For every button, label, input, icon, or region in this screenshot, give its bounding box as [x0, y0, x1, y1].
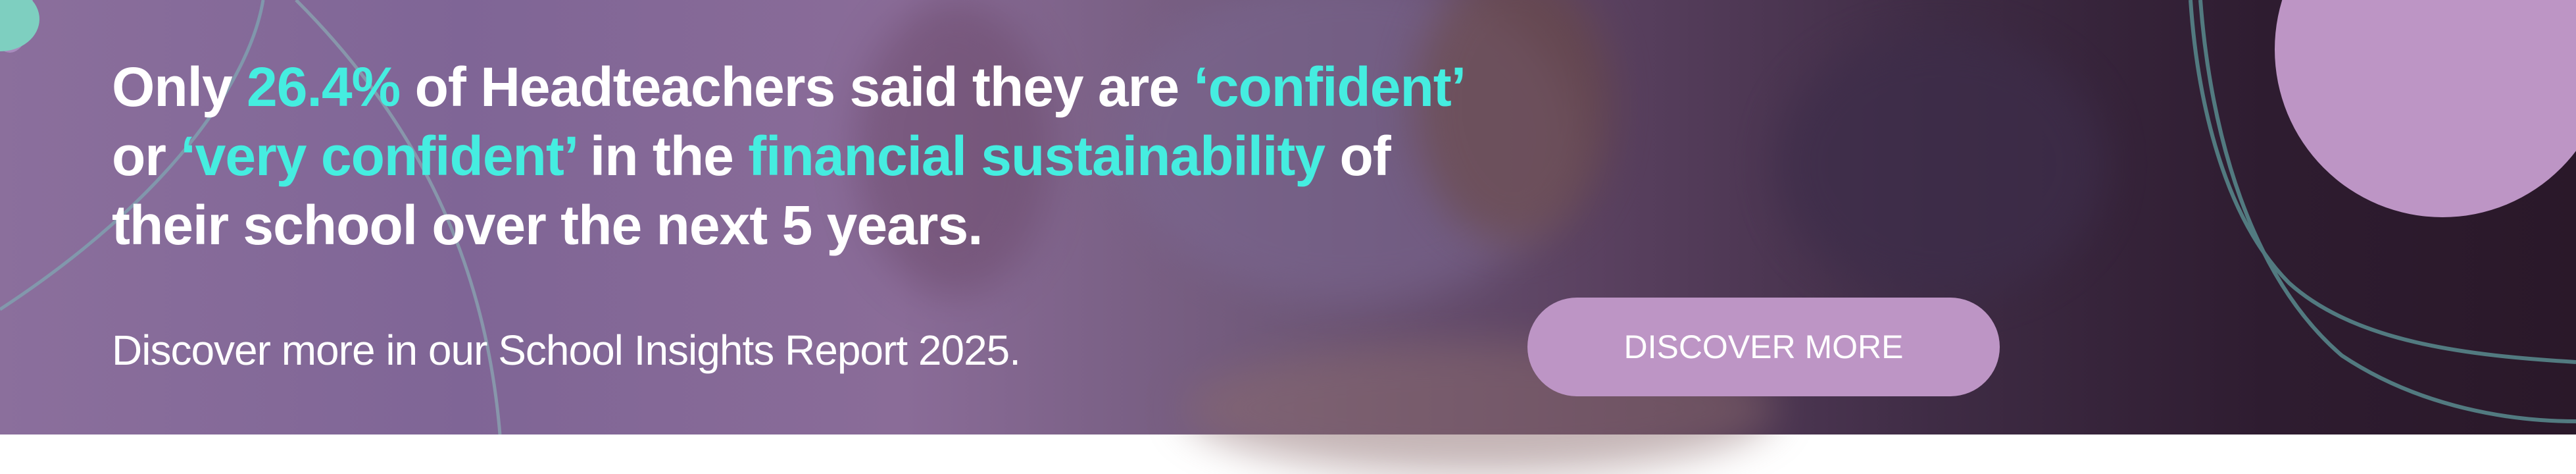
discover-more-button[interactable]: DISCOVER MORE	[1527, 298, 2000, 396]
background-shape	[855, 0, 1053, 296]
headline-text: of	[1325, 125, 1391, 187]
headline-text: or	[112, 125, 181, 187]
headline: Only 26.4% of Headteachers said they are…	[112, 53, 1888, 260]
headline-highlight: ‘very confident’	[180, 125, 576, 187]
background-shape	[1776, 33, 2105, 296]
background-shape	[1414, 0, 1612, 244]
headline-highlight: 26.4%	[247, 56, 401, 118]
decorative-arcs	[0, 0, 2576, 434]
headline-text: of Headteachers said they are	[400, 56, 1194, 118]
headline-highlight: ‘confident’	[1193, 56, 1466, 118]
subtitle: Discover more in our School Insights Rep…	[112, 327, 1021, 374]
headline-highlight: financial sustainability	[748, 125, 1325, 187]
headline-text: their school over the next 5 years.	[112, 194, 983, 256]
headline-text: Only	[112, 56, 247, 118]
headline-text: in the	[575, 125, 749, 187]
